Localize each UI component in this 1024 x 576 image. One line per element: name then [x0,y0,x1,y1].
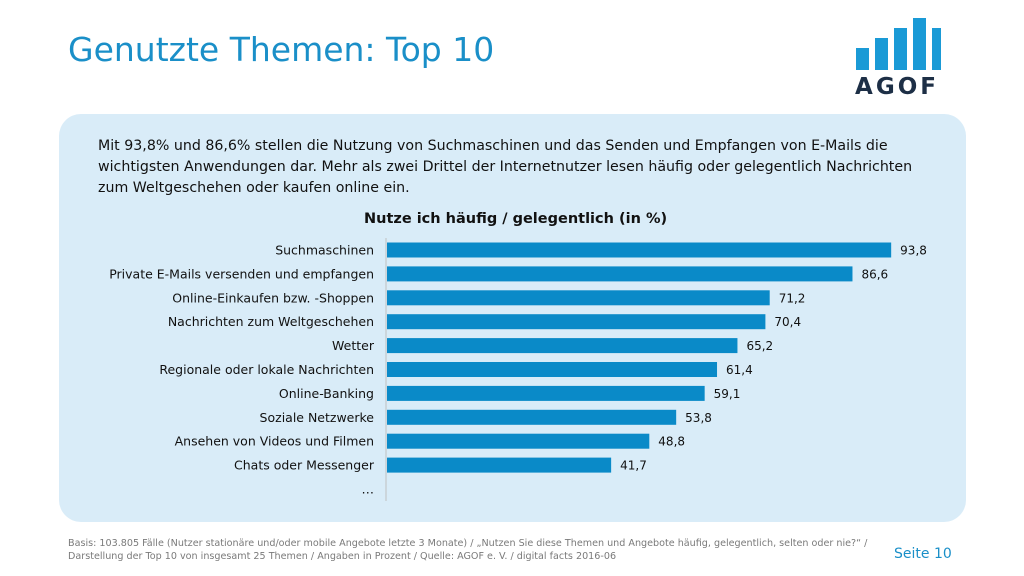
category-label: Online-Banking [279,386,374,401]
category-label: Chats oder Messenger [234,458,375,473]
category-label: Regionale oder lokale Nachrichten [159,362,374,377]
bar [387,290,770,306]
logo-bar-4 [913,18,926,70]
value-label: 86,6 [861,267,888,281]
bar [387,266,853,282]
category-label: Nachrichten zum Weltgeschehen [168,314,374,329]
value-label: 53,8 [685,411,712,425]
category-label: … [362,482,375,497]
category-label: Wetter [332,338,375,353]
value-label: 48,8 [658,435,685,449]
bar [387,433,650,449]
page-title: Genutzte Themen: Top 10 [68,30,495,69]
category-label: Suchmaschinen [275,243,374,258]
chart-title: Nutze ich häufig / gelegentlich (in %) [364,211,668,227]
intro-text: Mit 93,8% und 86,6% stellen die Nutzung … [98,138,913,196]
value-label: 61,4 [726,363,753,377]
category-label: Ansehen von Videos und Filmen [175,434,374,449]
category-label: Online-Einkaufen bzw. -Shoppen [172,290,374,305]
logo-bar-3 [894,28,907,70]
bar [387,385,705,401]
bar [387,409,677,425]
footer-source: Basis: 103.805 Fälle (Nutzer stationäre … [68,538,868,562]
category-label: Soziale Netzwerke [260,410,375,425]
value-label: 59,1 [714,387,741,401]
value-label: 71,2 [779,291,806,305]
bar [387,338,738,354]
logo-bar-5 [932,28,941,70]
value-label: 70,4 [774,315,801,329]
bar [387,362,718,377]
page-number: Seite 10 [894,546,952,562]
bar [387,457,612,473]
category-label: Private E-Mails versenden und empfangen [109,266,374,281]
agof-logo: AGOF [852,18,942,100]
value-label: 65,2 [746,339,773,353]
value-label: 41,7 [620,459,647,473]
logo-bar-1 [856,48,869,70]
logo-text: AGOF [855,74,939,100]
bar [387,314,766,330]
bar [387,242,892,258]
logo-bar-2 [875,38,888,70]
value-label: 93,8 [900,244,927,258]
